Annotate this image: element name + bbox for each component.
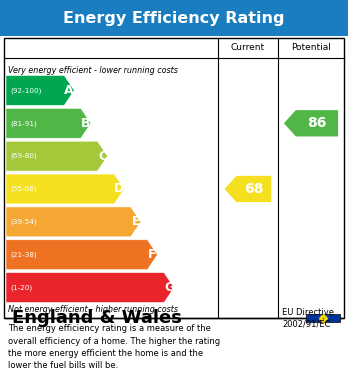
Text: C: C [98, 150, 107, 163]
Text: (21-38): (21-38) [10, 251, 37, 258]
Text: (92-100): (92-100) [10, 87, 41, 94]
Text: The energy efficiency rating is a measure of the
overall efficiency of a home. T: The energy efficiency rating is a measur… [8, 324, 220, 371]
Text: Very energy efficient - lower running costs: Very energy efficient - lower running co… [8, 66, 178, 75]
Text: Current: Current [231, 43, 265, 52]
Bar [0, 0, 348, 36]
Text: 86: 86 [307, 116, 327, 130]
Text: Potential: Potential [291, 43, 331, 52]
Polygon shape [284, 110, 338, 136]
Polygon shape [6, 273, 174, 303]
Polygon shape [6, 207, 141, 237]
Text: F: F [148, 248, 157, 261]
Text: (1-20): (1-20) [10, 284, 32, 291]
Text: G: G [164, 281, 174, 294]
Polygon shape [6, 108, 91, 138]
Text: D: D [114, 183, 124, 196]
Bar [4, 38, 344, 318]
Text: E: E [132, 215, 140, 228]
Text: Not energy efficient - higher running costs: Not energy efficient - higher running co… [8, 305, 178, 314]
Bar [306, 314, 340, 322]
Text: B: B [81, 117, 90, 130]
Polygon shape [6, 75, 74, 105]
Text: Energy Efficiency Rating: Energy Efficiency Rating [63, 11, 285, 25]
Polygon shape [6, 174, 124, 204]
Text: England & Wales: England & Wales [12, 309, 182, 327]
Text: 68: 68 [244, 182, 263, 196]
Text: (39-54): (39-54) [10, 219, 37, 225]
Text: (81-91): (81-91) [10, 120, 37, 127]
Text: (69-80): (69-80) [10, 153, 37, 160]
Polygon shape [224, 176, 271, 202]
Text: EU Directive
2002/91/EC: EU Directive 2002/91/EC [282, 308, 334, 328]
Polygon shape [6, 240, 157, 270]
Polygon shape [6, 141, 108, 171]
Text: (55-68): (55-68) [10, 186, 37, 192]
Text: A: A [64, 84, 74, 97]
